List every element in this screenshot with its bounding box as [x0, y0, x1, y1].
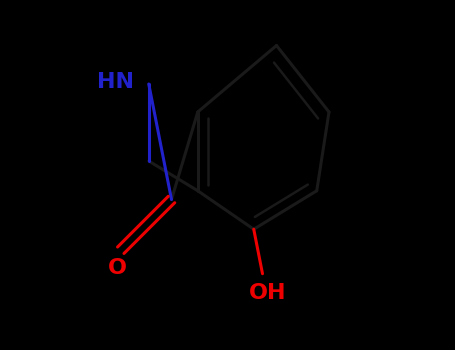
- Text: OH: OH: [249, 283, 287, 303]
- Text: O: O: [108, 258, 127, 278]
- Text: HN: HN: [97, 72, 134, 92]
